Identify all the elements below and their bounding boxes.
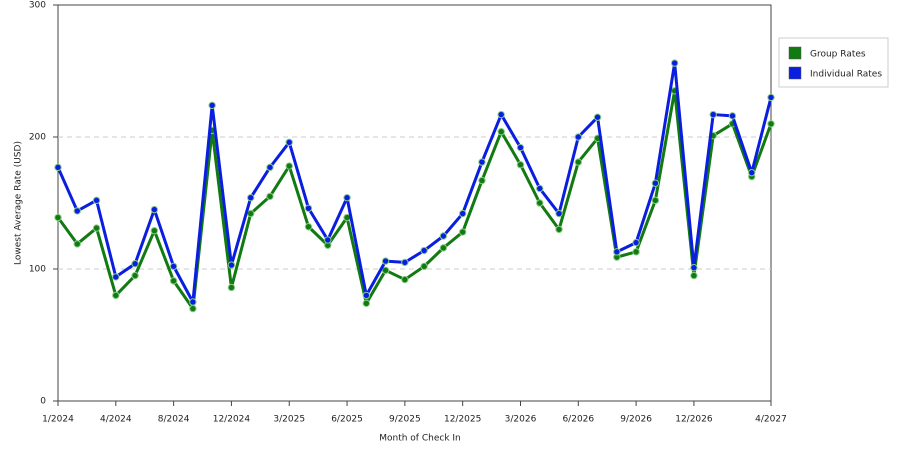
data-point: [169, 277, 178, 285]
data-point: [748, 168, 756, 177]
x-tick-label: 12/2026: [675, 415, 713, 425]
legend-label: Individual Rates: [810, 70, 882, 80]
data-point: [574, 158, 582, 166]
data-point: [767, 120, 775, 128]
data-point: [670, 59, 679, 67]
data-point: [728, 112, 737, 120]
data-point: [324, 236, 332, 244]
data-point: [497, 110, 505, 119]
data-point: [131, 271, 139, 280]
data-point: [73, 240, 81, 248]
y-axis-label: Lowest Average Rate (USD): [14, 141, 24, 265]
data-point: [651, 179, 660, 187]
legend-swatch: [788, 46, 802, 60]
x-tick-label: 1/2024: [42, 415, 74, 425]
data-point: [285, 162, 293, 170]
data-point: [478, 158, 486, 166]
data-point: [439, 232, 448, 240]
data-point: [54, 213, 62, 222]
x-tick-label: 9/2025: [389, 415, 421, 425]
data-point: [362, 291, 371, 300]
data-point: [112, 273, 120, 281]
data-point: [266, 163, 274, 172]
data-point: [381, 266, 390, 275]
series-line: [56, 61, 773, 304]
x-tick-label: 3/2026: [505, 415, 537, 425]
data-point: [555, 209, 563, 218]
data-point: [304, 223, 313, 231]
x-tick-label: 9/2026: [620, 415, 652, 425]
data-point: [247, 194, 255, 202]
data-point: [266, 192, 274, 201]
data-point: [92, 196, 101, 205]
y-tick-label: 100: [29, 265, 46, 275]
data-point: [593, 113, 602, 121]
data-point: [458, 209, 467, 218]
data-point: [150, 227, 159, 235]
data-point: [73, 207, 81, 215]
data-point: [536, 199, 544, 207]
data-point: [478, 176, 486, 185]
data-point: [112, 291, 120, 300]
series-line: [56, 89, 773, 311]
x-tick-label: 8/2024: [158, 415, 190, 425]
x-tick-label: 6/2026: [562, 415, 594, 425]
data-point: [458, 228, 467, 236]
data-point: [709, 110, 717, 119]
legend-label: Group Rates: [810, 50, 866, 60]
x-tick-label: 12/2025: [444, 415, 481, 425]
data-point: [439, 244, 448, 252]
legend-swatch: [788, 66, 802, 80]
y-tick-label: 200: [29, 133, 46, 143]
data-point: [304, 204, 313, 212]
data-point: [227, 283, 236, 292]
y-tick-label: 300: [29, 1, 46, 11]
data-point: [401, 275, 409, 284]
data-point: [381, 257, 390, 265]
data-point: [343, 194, 351, 202]
data-point: [574, 133, 582, 141]
x-tick-label: 4/2024: [100, 415, 132, 425]
data-point: [420, 246, 428, 255]
data-point: [516, 161, 525, 169]
data-point: [150, 205, 159, 214]
data-point: [208, 101, 216, 110]
data-point: [169, 262, 178, 271]
data-point: [285, 138, 293, 146]
data-point: [420, 262, 428, 271]
data-point: [555, 225, 563, 234]
data-point: [362, 299, 371, 308]
x-tick-label: 6/2025: [331, 415, 363, 425]
data-point: [401, 258, 409, 267]
legend-box: [778, 37, 889, 88]
x-tick-label: 12/2024: [213, 415, 251, 425]
data-point: [690, 271, 698, 280]
data-point: [497, 128, 505, 136]
y-tick-label: 0: [40, 397, 46, 407]
data-point: [247, 209, 255, 218]
data-point: [651, 196, 660, 205]
data-point: [131, 260, 139, 268]
data-point: [516, 143, 525, 152]
data-point: [92, 224, 101, 232]
x-tick-label: 4/2027: [755, 415, 787, 425]
data-point: [632, 238, 640, 247]
data-point: [536, 184, 544, 193]
data-point: [613, 248, 621, 256]
data-point: [189, 304, 197, 313]
plot-area: [57, 4, 772, 402]
x-tick-label: 3/2025: [273, 415, 305, 425]
data-point: [767, 93, 775, 102]
data-point: [632, 248, 640, 256]
x-axis-label: Month of Check In: [379, 434, 461, 444]
data-point: [54, 163, 62, 172]
data-point: [227, 261, 236, 269]
data-point: [690, 263, 698, 272]
data-point: [189, 298, 197, 306]
